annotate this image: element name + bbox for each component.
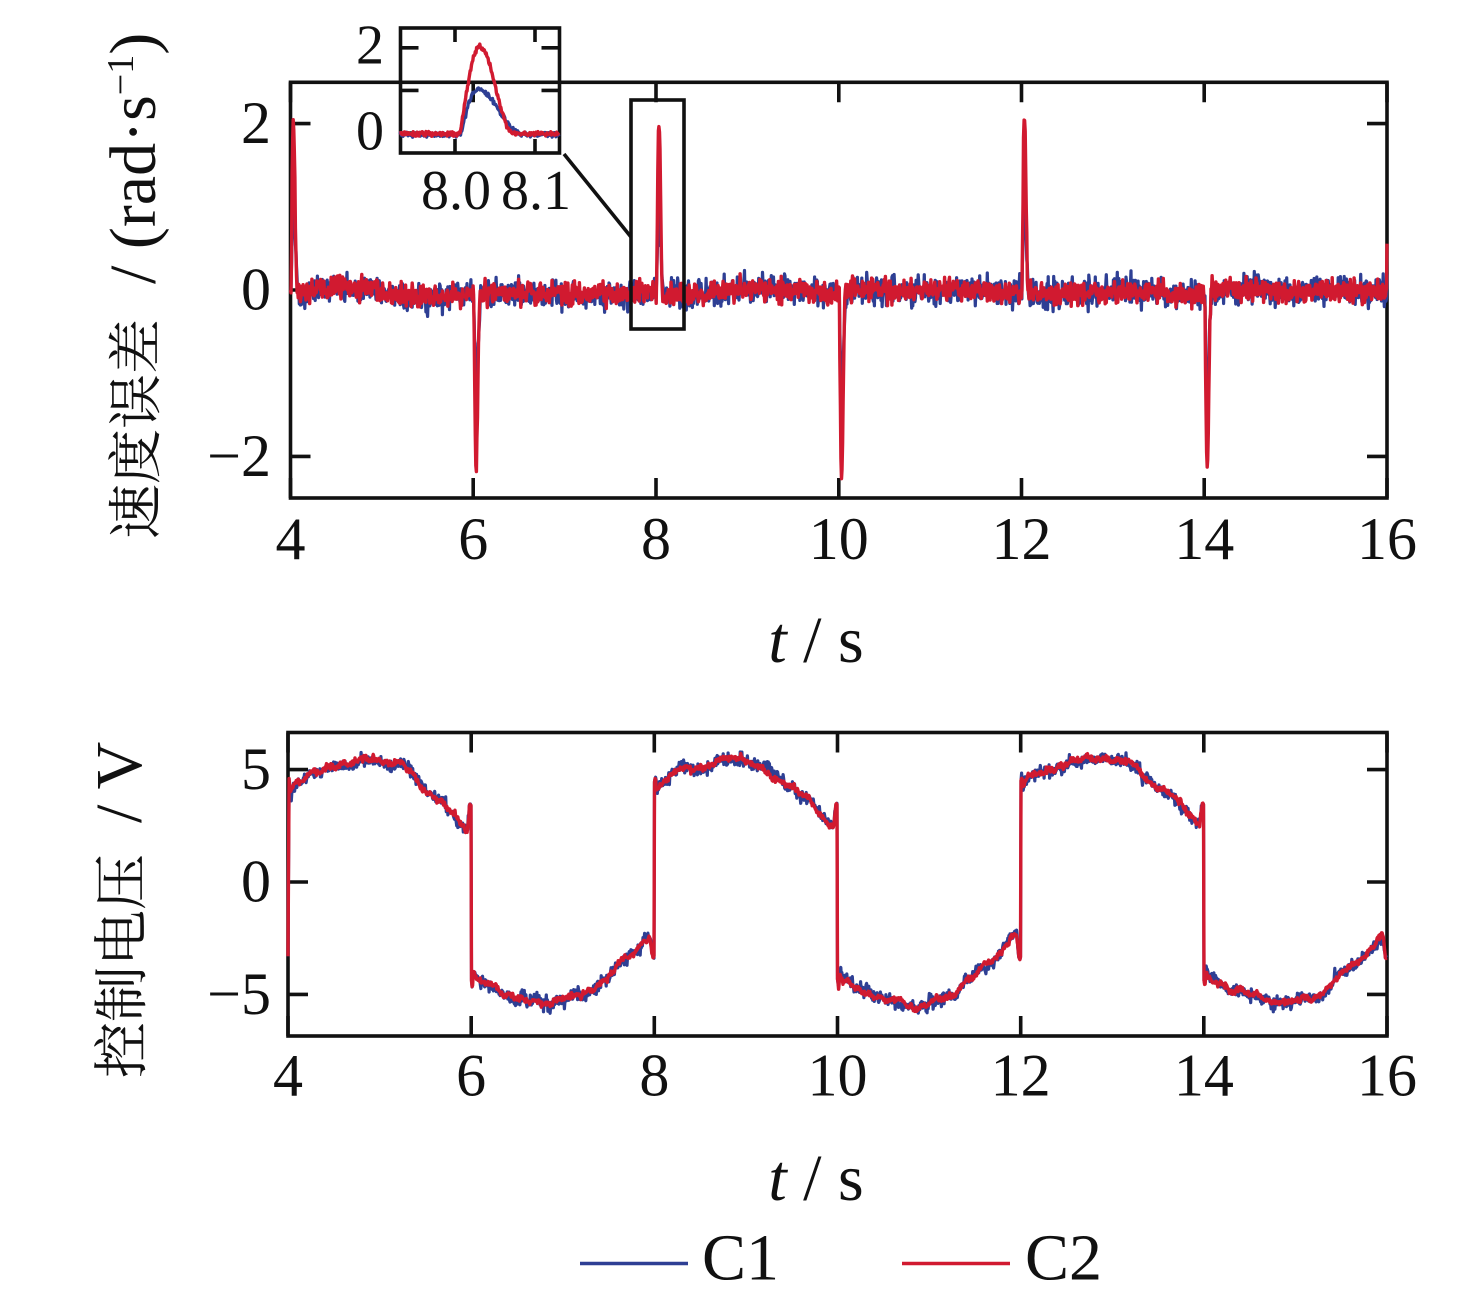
svg-text:4: 4 (276, 506, 306, 572)
svg-text:6: 6 (456, 1043, 486, 1109)
svg-text:C2: C2 (1025, 1222, 1102, 1295)
svg-text:16: 16 (1357, 506, 1417, 572)
svg-text:C1: C1 (702, 1222, 779, 1295)
svg-text:t / s: t / s (768, 1142, 863, 1215)
svg-text:2: 2 (241, 90, 271, 156)
svg-text:5: 5 (241, 736, 271, 802)
svg-text:8: 8 (639, 1043, 669, 1109)
svg-text:8.1: 8.1 (501, 160, 571, 222)
svg-text:10: 10 (809, 506, 869, 572)
svg-text:4: 4 (273, 1043, 303, 1109)
svg-text:10: 10 (808, 1043, 868, 1109)
svg-text:t / s: t / s (768, 604, 863, 677)
svg-text:14: 14 (1174, 1043, 1234, 1109)
svg-text:0: 0 (241, 257, 271, 323)
svg-text:6: 6 (458, 506, 488, 572)
svg-text:/ V: / V (83, 742, 156, 823)
svg-text:−2: −2 (207, 423, 271, 489)
svg-text:0: 0 (356, 101, 384, 163)
svg-text:0: 0 (241, 849, 271, 915)
svg-text:−5: −5 (207, 961, 271, 1027)
svg-text:8: 8 (641, 506, 671, 572)
svg-text:12: 12 (992, 506, 1052, 572)
svg-text:14: 14 (1174, 506, 1234, 572)
svg-text:12: 12 (991, 1043, 1051, 1109)
svg-text:/ (rad·s−1): / (rad·s−1) (97, 33, 170, 284)
svg-text:8.0: 8.0 (421, 160, 491, 222)
svg-text:16: 16 (1357, 1043, 1417, 1109)
svg-text:2: 2 (356, 15, 384, 77)
